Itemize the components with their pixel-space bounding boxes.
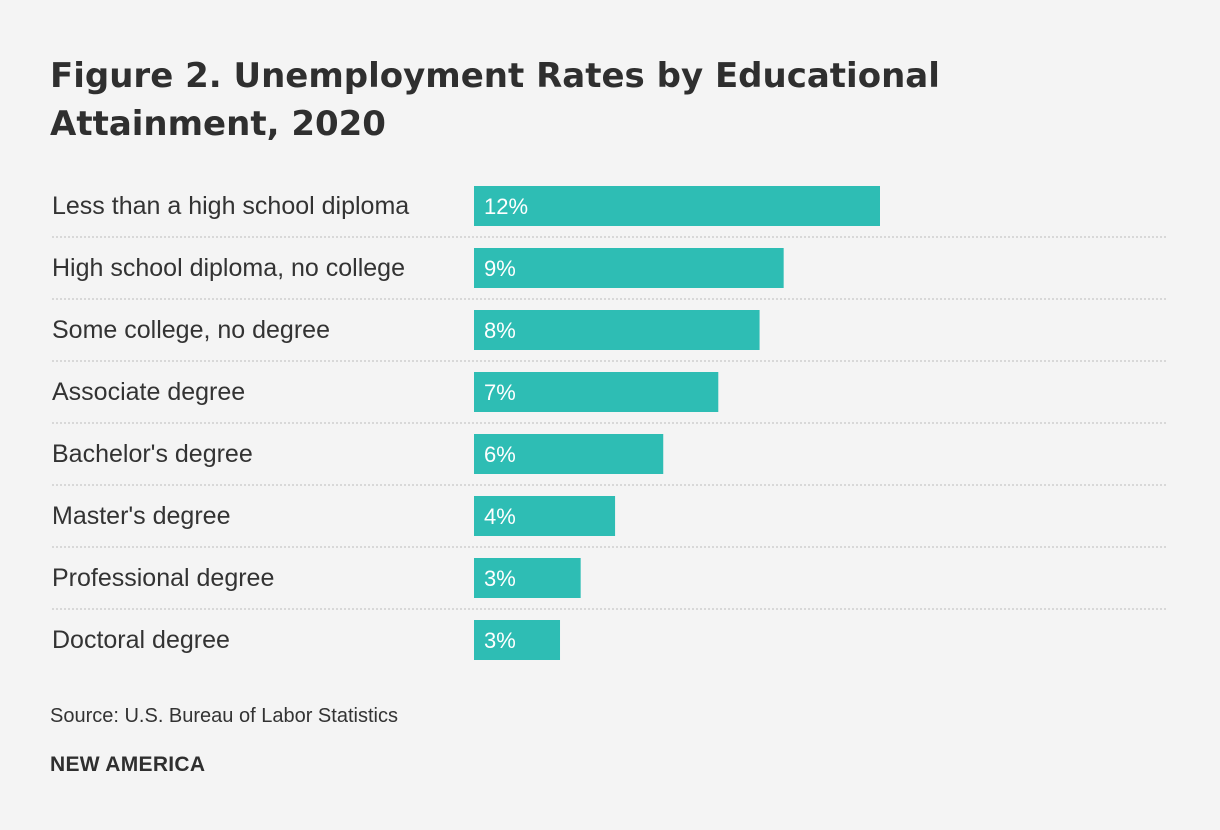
bar <box>474 372 719 412</box>
bar-value-label: 8% <box>484 318 516 343</box>
category-label: High school diploma, no college <box>52 254 405 282</box>
category-label: Master's degree <box>52 502 230 530</box>
bar <box>474 620 561 660</box>
bar-value-label: 9% <box>484 256 516 281</box>
bar-value-label: 3% <box>484 566 516 591</box>
bar-value-label: 3% <box>484 628 516 653</box>
chart-title: Figure 2. Unemployment Rates by Educatio… <box>50 56 940 144</box>
brand-logo: NEW AMERICA <box>50 753 206 776</box>
bar <box>474 186 880 226</box>
category-label: Bachelor's degree <box>52 440 253 468</box>
bar-chart: Less than a high school diploma 12% High s… <box>52 186 1168 660</box>
bar-value-label: 12% <box>484 194 528 219</box>
bar-value-label: 7% <box>484 380 516 405</box>
bar <box>474 434 664 474</box>
bar <box>474 496 616 536</box>
bar-value-label: 6% <box>484 442 516 467</box>
bar <box>474 558 581 598</box>
category-label: Professional degree <box>52 564 274 592</box>
category-label: Associate degree <box>52 378 245 406</box>
category-label: Less than a high school diploma <box>52 192 409 220</box>
category-label: Some college, no degree <box>52 316 330 344</box>
bar-value-label: 4% <box>484 504 516 529</box>
category-label: Doctoral degree <box>52 626 230 654</box>
bar <box>474 310 760 350</box>
source-note: Source: U.S. Bureau of Labor Statistics <box>50 705 398 727</box>
bar <box>474 248 784 288</box>
